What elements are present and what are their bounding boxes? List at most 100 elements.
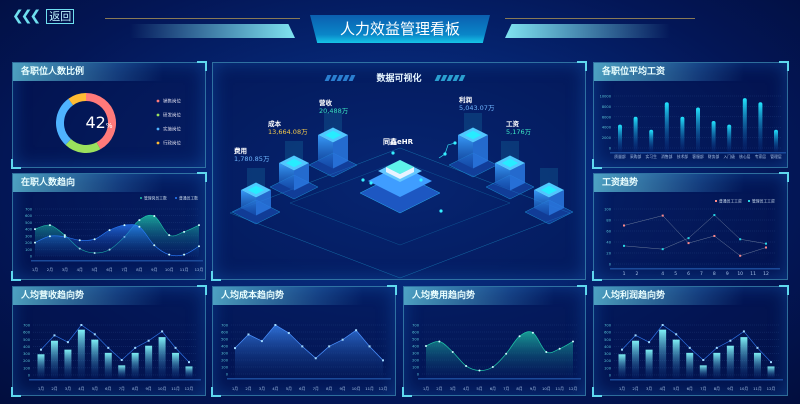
data-point	[623, 244, 625, 247]
x-tick-label: 2月	[47, 267, 53, 272]
expense-chart: 0 100 200 300 400 500 600 700 1月 2月 3月 4月 5月 6月 7月 8月 9月…	[412, 324, 581, 391]
back-label: 返回	[46, 8, 75, 24]
data-point	[168, 253, 171, 256]
metric-label-cost: 成本	[268, 120, 281, 128]
data-point	[188, 361, 190, 364]
title-stripe	[434, 75, 442, 81]
x-tick-label: 12月	[569, 386, 578, 391]
y-tick-label: 80	[606, 219, 611, 223]
x-tick-label: 1月	[619, 386, 625, 391]
y-tick-label: 200	[23, 359, 31, 363]
y-tick-label: 700	[412, 324, 420, 328]
bar	[753, 352, 761, 378]
y-tick-label: 2000	[602, 136, 612, 140]
bar	[37, 354, 45, 378]
hub-core	[386, 160, 414, 174]
x-tick-label: 2	[635, 271, 638, 277]
y-tick-label: 600	[221, 331, 229, 335]
cube-cost-side	[279, 163, 294, 191]
x-tick-label: 6月	[106, 267, 112, 272]
series-area	[35, 224, 199, 256]
data-point	[48, 224, 51, 227]
data-point	[623, 224, 625, 227]
donut-center-value: 42%	[73, 113, 125, 132]
y-tick-label: 600	[604, 331, 612, 335]
bar	[633, 116, 638, 152]
y-tick-label: 500	[221, 338, 229, 342]
headcount-area-chart: 0 100 200 300 400 500 600 700 管理岗员工数 普通员工数 1月 2月 3月 4…	[25, 196, 203, 273]
data-point	[713, 234, 716, 237]
x-tick-label: 5月	[476, 386, 482, 391]
panel-position-ratio: 各职位人数比例 销售岗位 研发岗位 实施岗位 行政岗位 42%	[11, 61, 207, 169]
panel-title: 各职位平均工资	[594, 63, 744, 81]
bar	[172, 352, 180, 378]
legend-label: 研发岗位	[163, 112, 181, 119]
title-stripe	[446, 75, 454, 81]
data-point	[341, 338, 344, 341]
x-tick-label: 12月	[767, 386, 776, 391]
x-tick-label: 技术部	[677, 154, 689, 159]
bar	[91, 339, 99, 378]
legend-dot	[156, 99, 160, 103]
x-tick-label: 10月	[542, 386, 551, 391]
x-tick-label: 采购部	[630, 154, 642, 159]
legend-label: 普通员工工资	[719, 198, 742, 203]
y-tick-label: 300	[23, 352, 31, 356]
cost-chart: 0 100 200 300 400 500 600 700 1月 2月 3月 4月 5月 6月 7月 8月 9月…	[221, 324, 391, 391]
y-tick-label: 700	[604, 324, 612, 328]
y-tick-label: 0	[30, 255, 33, 259]
metric-label-expense: 费用	[234, 147, 247, 155]
x-tick-label: 5月	[92, 386, 98, 391]
x-axis	[610, 152, 786, 154]
x-tick-label: 3月	[62, 267, 68, 272]
panel-salary-trend: 工资趋势 0 20 40 60 80 100 1 2 4 5 6 7 8 9 10 11 12 普通员工工资 管理员…	[592, 172, 789, 281]
bar	[649, 129, 654, 152]
bar	[742, 98, 747, 152]
data-point	[687, 242, 690, 245]
data-point	[661, 214, 664, 217]
bar	[618, 124, 622, 152]
x-tick-label: 7月	[121, 267, 127, 272]
series-line	[621, 324, 772, 363]
x-tick-label: 12	[763, 271, 769, 277]
series-line	[623, 214, 767, 250]
data-point	[715, 346, 718, 349]
data-point	[765, 246, 767, 249]
data-point	[756, 346, 759, 349]
data-point	[40, 348, 42, 351]
bar	[158, 337, 166, 378]
y-tick-label: 300	[221, 352, 229, 356]
header-wing-right	[505, 24, 670, 38]
y-tick-label: 400	[412, 345, 420, 349]
data-point	[438, 340, 441, 343]
y-tick-label: 500	[604, 338, 612, 342]
data-point	[138, 225, 141, 228]
x-tick-label: 9月	[151, 267, 157, 272]
x-tick-label: 消售部	[661, 154, 673, 159]
x-axis	[227, 378, 391, 380]
data-point	[702, 359, 705, 361]
data-point	[451, 350, 454, 353]
bar	[131, 352, 139, 378]
data-point	[545, 350, 548, 353]
x-tick-label: 4	[661, 271, 664, 277]
title-stripe	[330, 75, 338, 81]
x-tick-label: 1月	[232, 386, 238, 391]
data-point	[713, 214, 716, 217]
series-line	[40, 324, 190, 363]
y-tick-label: 100	[604, 366, 612, 370]
legend-dot	[175, 197, 177, 199]
data-point	[648, 341, 651, 344]
cube-right-side	[534, 190, 549, 216]
data-point	[382, 359, 384, 362]
panel-data-visualization: 数据可视化 费用 1,780.85万 成本 13,664.08万 营收 20,4…	[211, 61, 587, 281]
bar	[740, 337, 748, 378]
metric-label-profit: 利润	[459, 96, 472, 104]
x-tick-label: 10月	[158, 386, 167, 391]
back-button[interactable]: ❮❮❮ 返回	[12, 8, 75, 24]
cube-revenue-beam	[324, 113, 342, 133]
data-point	[93, 333, 96, 336]
avg-salary-bar-chart: 0 2000 4000 6000 8000 10000 质量部 采购部 实习生 消售部 技术部 客服部…	[600, 95, 786, 159]
x-tick-label: 5月	[286, 386, 292, 391]
